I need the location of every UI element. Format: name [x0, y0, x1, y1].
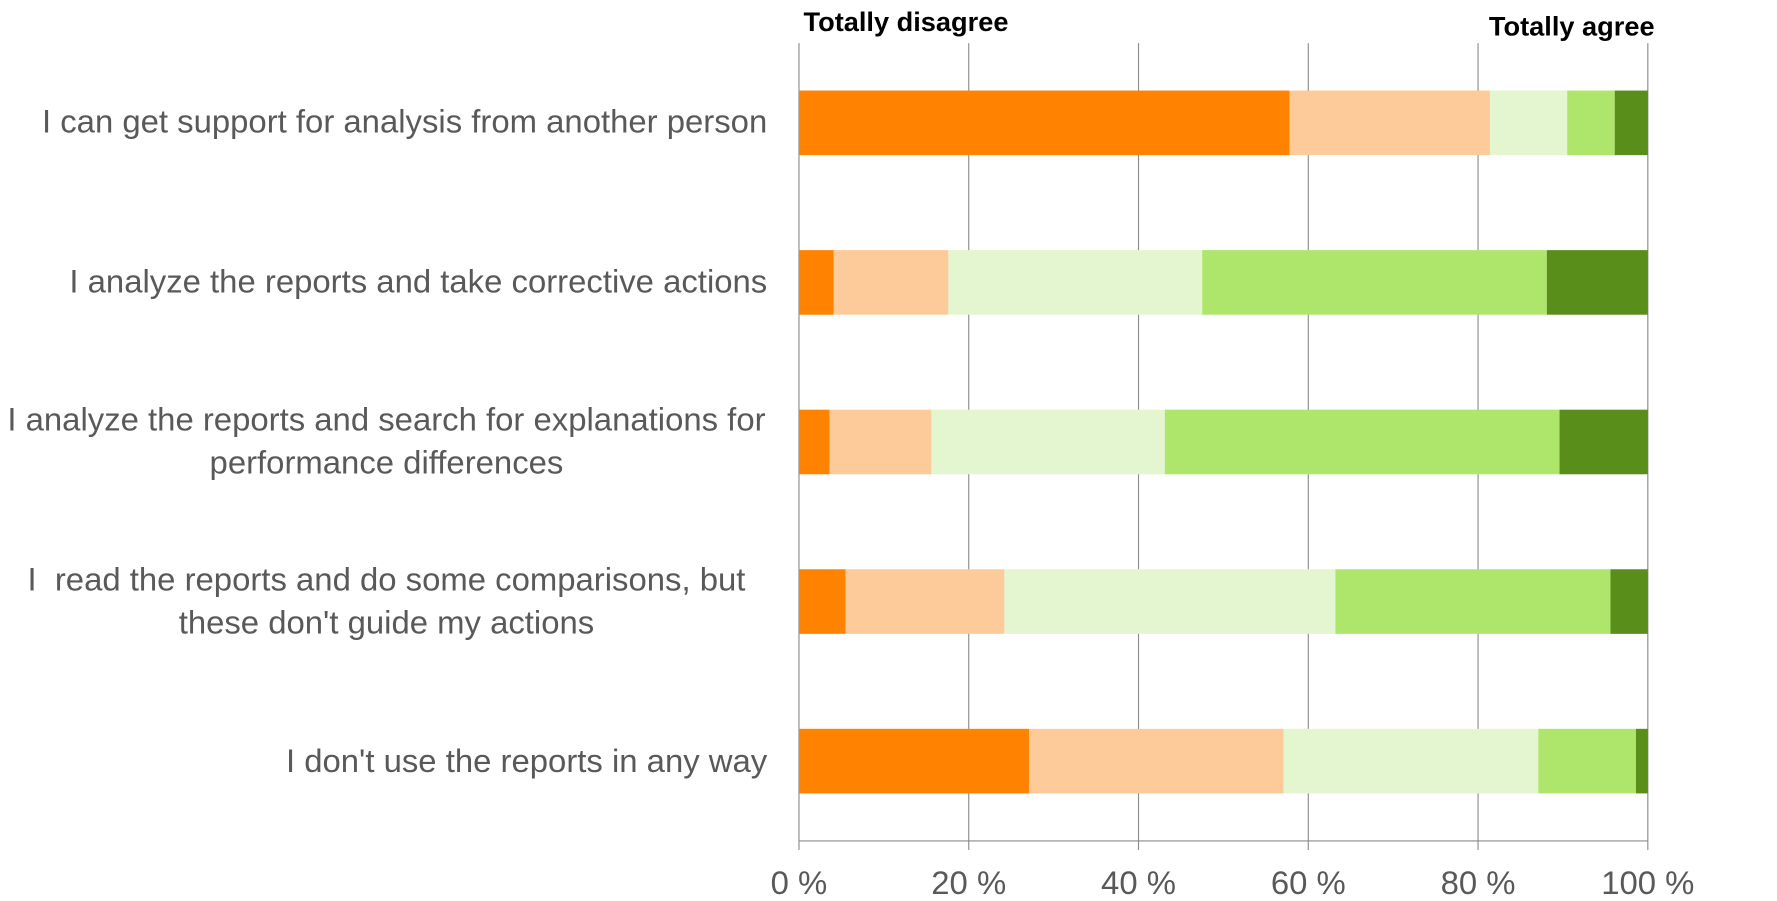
x-tick-label: 40 %	[1101, 864, 1176, 901]
bar-segment	[798, 728, 1030, 794]
category-label-box: I can get support for analysis from anot…	[6, 66, 768, 179]
category-label-box: I analyze the reports and take correctiv…	[6, 226, 768, 339]
bar-segment	[1283, 728, 1539, 794]
bar-segment	[1202, 250, 1547, 315]
x-tick-label: 80 %	[1441, 864, 1516, 901]
bar-segment	[948, 250, 1203, 315]
bar-segment	[1289, 90, 1490, 156]
bar-segment	[1489, 90, 1568, 156]
category-label-box: I analyze the reports and search for exp…	[6, 385, 768, 498]
bar-segment	[798, 409, 830, 475]
y-tick-label: I analyze the reports and take correctiv…	[69, 264, 768, 301]
bar-segment	[1029, 728, 1284, 794]
x-tick-label: 60 %	[1271, 864, 1346, 901]
bar-segment	[1559, 409, 1648, 475]
y-tick-label: I read the reports and do some compariso…	[27, 561, 755, 642]
bar-segment	[845, 569, 1005, 634]
bar-segment	[1635, 728, 1648, 794]
x-tick-label: 0 %	[771, 864, 828, 901]
bar-segment	[1610, 569, 1648, 634]
y-tick-label: I analyze the reports and search for exp…	[7, 402, 775, 482]
annotation: Totally agree	[1489, 11, 1655, 42]
bar-segment	[798, 569, 846, 634]
bar-segment	[1335, 569, 1611, 634]
category-label-box: I read the reports and do some compariso…	[6, 545, 768, 658]
y-tick-label: I don't use the reports in any way	[285, 742, 768, 780]
bar-segment	[798, 90, 1290, 156]
annotation: Totally disagree	[804, 6, 1009, 37]
category-label-box: I don't use the reports in any way	[6, 704, 768, 817]
bar-segment	[1538, 728, 1636, 794]
bar-segment	[798, 250, 834, 315]
bar-segment	[1567, 90, 1615, 156]
bar-segment	[1614, 90, 1648, 156]
bar-segment	[829, 409, 932, 475]
bar-segment	[1164, 409, 1560, 475]
x-tick-label: 100 %	[1601, 864, 1694, 901]
y-tick-label: I can get support for analysis from anot…	[41, 104, 768, 141]
bar-segment	[931, 409, 1165, 475]
x-tick-label: 20 %	[931, 864, 1006, 901]
bar-segment	[833, 250, 949, 315]
bar-segment	[1004, 569, 1336, 634]
bar-segment	[1546, 250, 1648, 315]
